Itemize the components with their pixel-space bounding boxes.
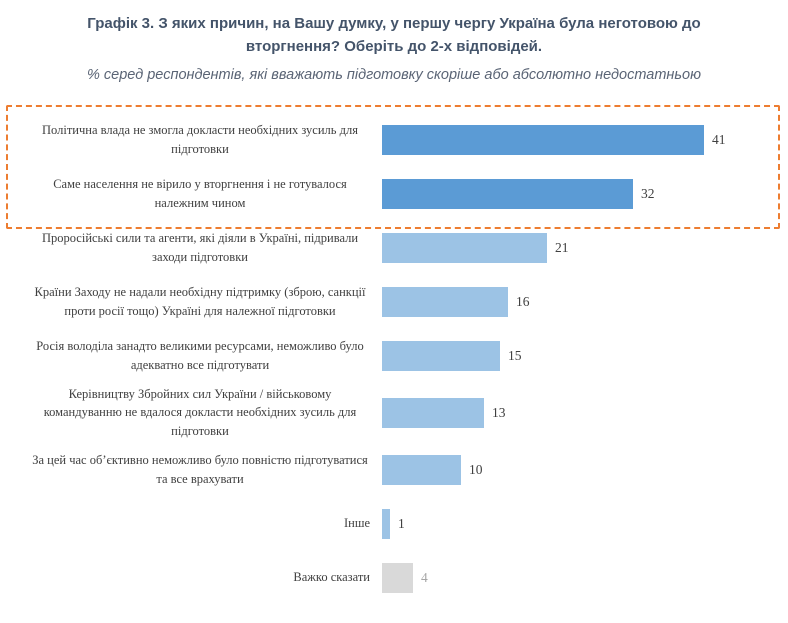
category-label-cell: Політична влада не змогла докласти необх… [30, 121, 382, 159]
value-label: 1 [398, 515, 405, 531]
value-label: 10 [469, 461, 483, 477]
bar-row: Росія володіла занадто великими ресурсам… [30, 329, 766, 383]
bar-chart: Політична влада не змогла докласти необх… [0, 104, 788, 605]
bar [382, 397, 484, 428]
value-label: 32 [641, 185, 655, 201]
bar-row: Саме населення не вірило у вторгнення і … [30, 167, 766, 221]
bar-area: 10 [382, 454, 766, 485]
category-label-cell: Саме населення не вірило у вторгнення і … [30, 175, 382, 213]
bar-row: За цей час об’єктивно неможливо було пов… [30, 443, 766, 497]
bar [382, 286, 508, 317]
category-label-cell: Інше [30, 514, 382, 533]
category-label: За цей час об’єктивно неможливо було пов… [32, 453, 368, 486]
bar-area: 32 [382, 178, 766, 209]
chart-title: Графік 3. З яких причин, на Вашу думку, … [87, 15, 701, 56]
value-label: 13 [492, 404, 506, 420]
category-label: Політична влада не змогла докласти необх… [42, 122, 358, 156]
bar [382, 454, 461, 485]
value-label: 16 [516, 293, 530, 309]
bar-rows: Політична влада не змогла докласти необх… [30, 113, 766, 605]
category-label-cell: Росія володіла занадто великими ресурсам… [30, 337, 382, 375]
bar-area: 15 [382, 340, 766, 371]
category-label-cell: Важко сказати [30, 568, 382, 587]
bar-area: 41 [382, 124, 766, 155]
value-label: 15 [508, 347, 522, 363]
bar-area: 21 [382, 232, 766, 263]
bar [382, 508, 390, 539]
bar [382, 232, 547, 263]
category-label-cell: Проросійські сили та агенти, які діяли в… [30, 229, 382, 267]
category-label: Керівництву Збройних сил України / війсь… [43, 386, 357, 439]
category-label: Росія володіла занадто великими ресурсам… [36, 338, 364, 372]
value-label: 4 [421, 569, 428, 585]
bar-area: 1 [382, 508, 766, 539]
bar-area: 16 [382, 286, 766, 317]
bar-row: Керівництву Збройних сил України / війсь… [30, 383, 766, 443]
bar-row: Політична влада не змогла докласти необх… [30, 113, 766, 167]
value-label: 21 [555, 239, 569, 255]
chart-subtitle: % серед респондентів, які вважають підго… [87, 66, 701, 83]
bar [382, 562, 413, 593]
bar-area: 13 [382, 397, 766, 428]
bar-row: Країни Заходу не надали необхідну підтри… [30, 275, 766, 329]
bar [382, 124, 704, 155]
category-label-cell: Керівництву Збройних сил України / війсь… [30, 385, 382, 441]
bar-row: Проросійські сили та агенти, які діяли в… [30, 221, 766, 275]
category-label: Важко сказати [293, 570, 370, 585]
bar-area: 4 [382, 562, 766, 593]
bar [382, 178, 633, 209]
category-label-cell: Країни Заходу не надали необхідну підтри… [30, 283, 382, 321]
bar-row: Інше 1 [30, 497, 766, 551]
category-label: Країни Заходу не надали необхідну підтри… [34, 284, 366, 318]
category-label: Інше [343, 516, 370, 531]
bar [382, 340, 500, 371]
category-label: Саме населення не вірило у вторгнення і … [53, 176, 347, 210]
bar-row: Важко сказати 4 [30, 551, 766, 605]
value-label: 41 [712, 131, 726, 147]
category-label: Проросійські сили та агенти, які діяли в… [41, 230, 359, 264]
category-label-cell: За цей час об’єктивно неможливо було пов… [30, 451, 382, 489]
